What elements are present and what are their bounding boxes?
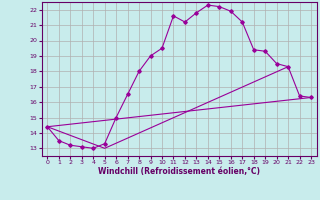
X-axis label: Windchill (Refroidissement éolien,°C): Windchill (Refroidissement éolien,°C) [98, 167, 260, 176]
